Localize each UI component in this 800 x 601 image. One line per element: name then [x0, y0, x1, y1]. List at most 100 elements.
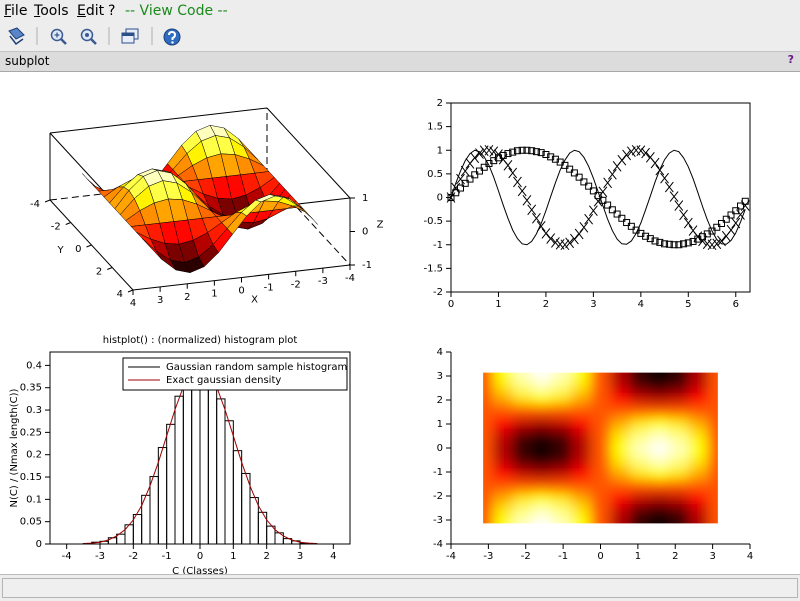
- x-tick-label: 6: [733, 299, 739, 310]
- image-cell: [591, 442, 611, 455]
- image-cell: [454, 517, 493, 542]
- histogram-bar: [175, 396, 183, 544]
- image-cell: [532, 517, 552, 542]
- marker-cross: [504, 160, 512, 170]
- image-cell: [591, 517, 611, 542]
- image-cell: [493, 505, 513, 518]
- image-cell: [552, 417, 572, 430]
- y-axis-label: N(C) / (Nmax length(C)): [9, 388, 20, 507]
- image-cell: [649, 429, 669, 442]
- y-tick-label: 1: [437, 145, 443, 156]
- image-cell: [689, 442, 709, 455]
- image-cell: [669, 417, 689, 430]
- figure-title: subplot: [5, 54, 49, 68]
- y-tick-label: 2: [96, 267, 102, 278]
- image-cell: [649, 517, 669, 542]
- menu-item[interactable]: Edit: [77, 3, 104, 19]
- image-cell: [708, 442, 747, 455]
- rotate-button[interactable]: [9, 28, 24, 44]
- menu-item[interactable]: Tools: [34, 3, 69, 19]
- y-tick-label: -1: [433, 240, 443, 251]
- help-icon[interactable]: ?: [788, 53, 794, 66]
- y-axis-label: Y: [56, 245, 64, 256]
- image-cell: [513, 379, 533, 392]
- image-cell: [669, 505, 689, 518]
- image-cell: [493, 492, 513, 505]
- y-tick-label: 2: [437, 395, 443, 406]
- image-cell: [669, 479, 689, 492]
- image-cell: [649, 467, 669, 480]
- image-cell: [513, 467, 533, 480]
- y-tick-label: 0.25: [20, 427, 42, 438]
- image-cell: [552, 454, 572, 467]
- menu-item[interactable]: File: [4, 3, 27, 19]
- image-cell: [630, 379, 650, 392]
- image-cell: [649, 492, 669, 505]
- image-cell: [454, 467, 493, 480]
- x-tick-label: 0: [448, 299, 454, 310]
- image-cell: [591, 492, 611, 505]
- x-tick-label: 4: [330, 551, 336, 562]
- image-cell: [513, 417, 533, 430]
- marker-cross: [509, 168, 517, 178]
- image-cell: [630, 467, 650, 480]
- image-cell: [591, 354, 611, 379]
- x-tick-label: -3: [95, 551, 105, 562]
- image-cell: [630, 404, 650, 417]
- image-cell: [571, 379, 591, 392]
- y-tick-label: 3: [437, 371, 443, 382]
- windows-button[interactable]: [122, 29, 138, 43]
- image-cell: [649, 505, 669, 518]
- histogram-bar: [167, 424, 175, 544]
- menu-item[interactable]: ?: [108, 3, 115, 19]
- x-tick-label: 3: [709, 551, 715, 562]
- x-tick-label: -1: [162, 551, 172, 562]
- image-cell: [513, 517, 533, 542]
- image-cell: [610, 429, 630, 442]
- image-cell: [513, 479, 533, 492]
- figure-title-bar: subplot ?: [0, 51, 800, 72]
- x-tick-label: 2: [672, 551, 678, 562]
- histogram-bar: [108, 538, 116, 544]
- image-cell: [513, 505, 533, 518]
- x-tick-label: 3: [297, 551, 303, 562]
- histogram-bar: [183, 380, 191, 544]
- image-cell: [630, 354, 650, 379]
- image-cell: [493, 379, 513, 392]
- status-bar: [0, 574, 800, 601]
- marker-cross: [608, 169, 616, 179]
- image-cell: [552, 354, 572, 379]
- unzoom-button[interactable]: [82, 30, 97, 45]
- marker-cross: [665, 182, 673, 192]
- y-tick-label: 1: [437, 419, 443, 430]
- image-cell: [571, 492, 591, 505]
- y-tick-label: 4: [437, 347, 443, 358]
- zoom-button[interactable]: [52, 30, 67, 45]
- x-tick-label: -3: [483, 551, 493, 562]
- marker-cross: [518, 186, 526, 196]
- image-cell: [669, 492, 689, 505]
- image-cell: [454, 404, 493, 417]
- image-cell: [669, 429, 689, 442]
- image-cell: [454, 354, 493, 379]
- x-tick-label: 2: [543, 299, 549, 310]
- help-button[interactable]: [164, 29, 180, 45]
- image-cell: [591, 379, 611, 392]
- image-cell: [689, 492, 709, 505]
- marker-cross: [589, 206, 597, 216]
- x-tick-label: 3: [590, 299, 596, 310]
- image-cell: [630, 517, 650, 542]
- image-cell: [591, 404, 611, 417]
- image-cell: [630, 392, 650, 405]
- image-cell: [552, 392, 572, 405]
- image-cell: [591, 467, 611, 480]
- image-cell: [513, 404, 533, 417]
- x-tick-label: 2: [263, 551, 269, 562]
- histogram-bar: [242, 473, 250, 544]
- view-code[interactable]: -- View Code --: [125, 3, 228, 19]
- image-cell: [610, 517, 630, 542]
- image-cell: [571, 417, 591, 430]
